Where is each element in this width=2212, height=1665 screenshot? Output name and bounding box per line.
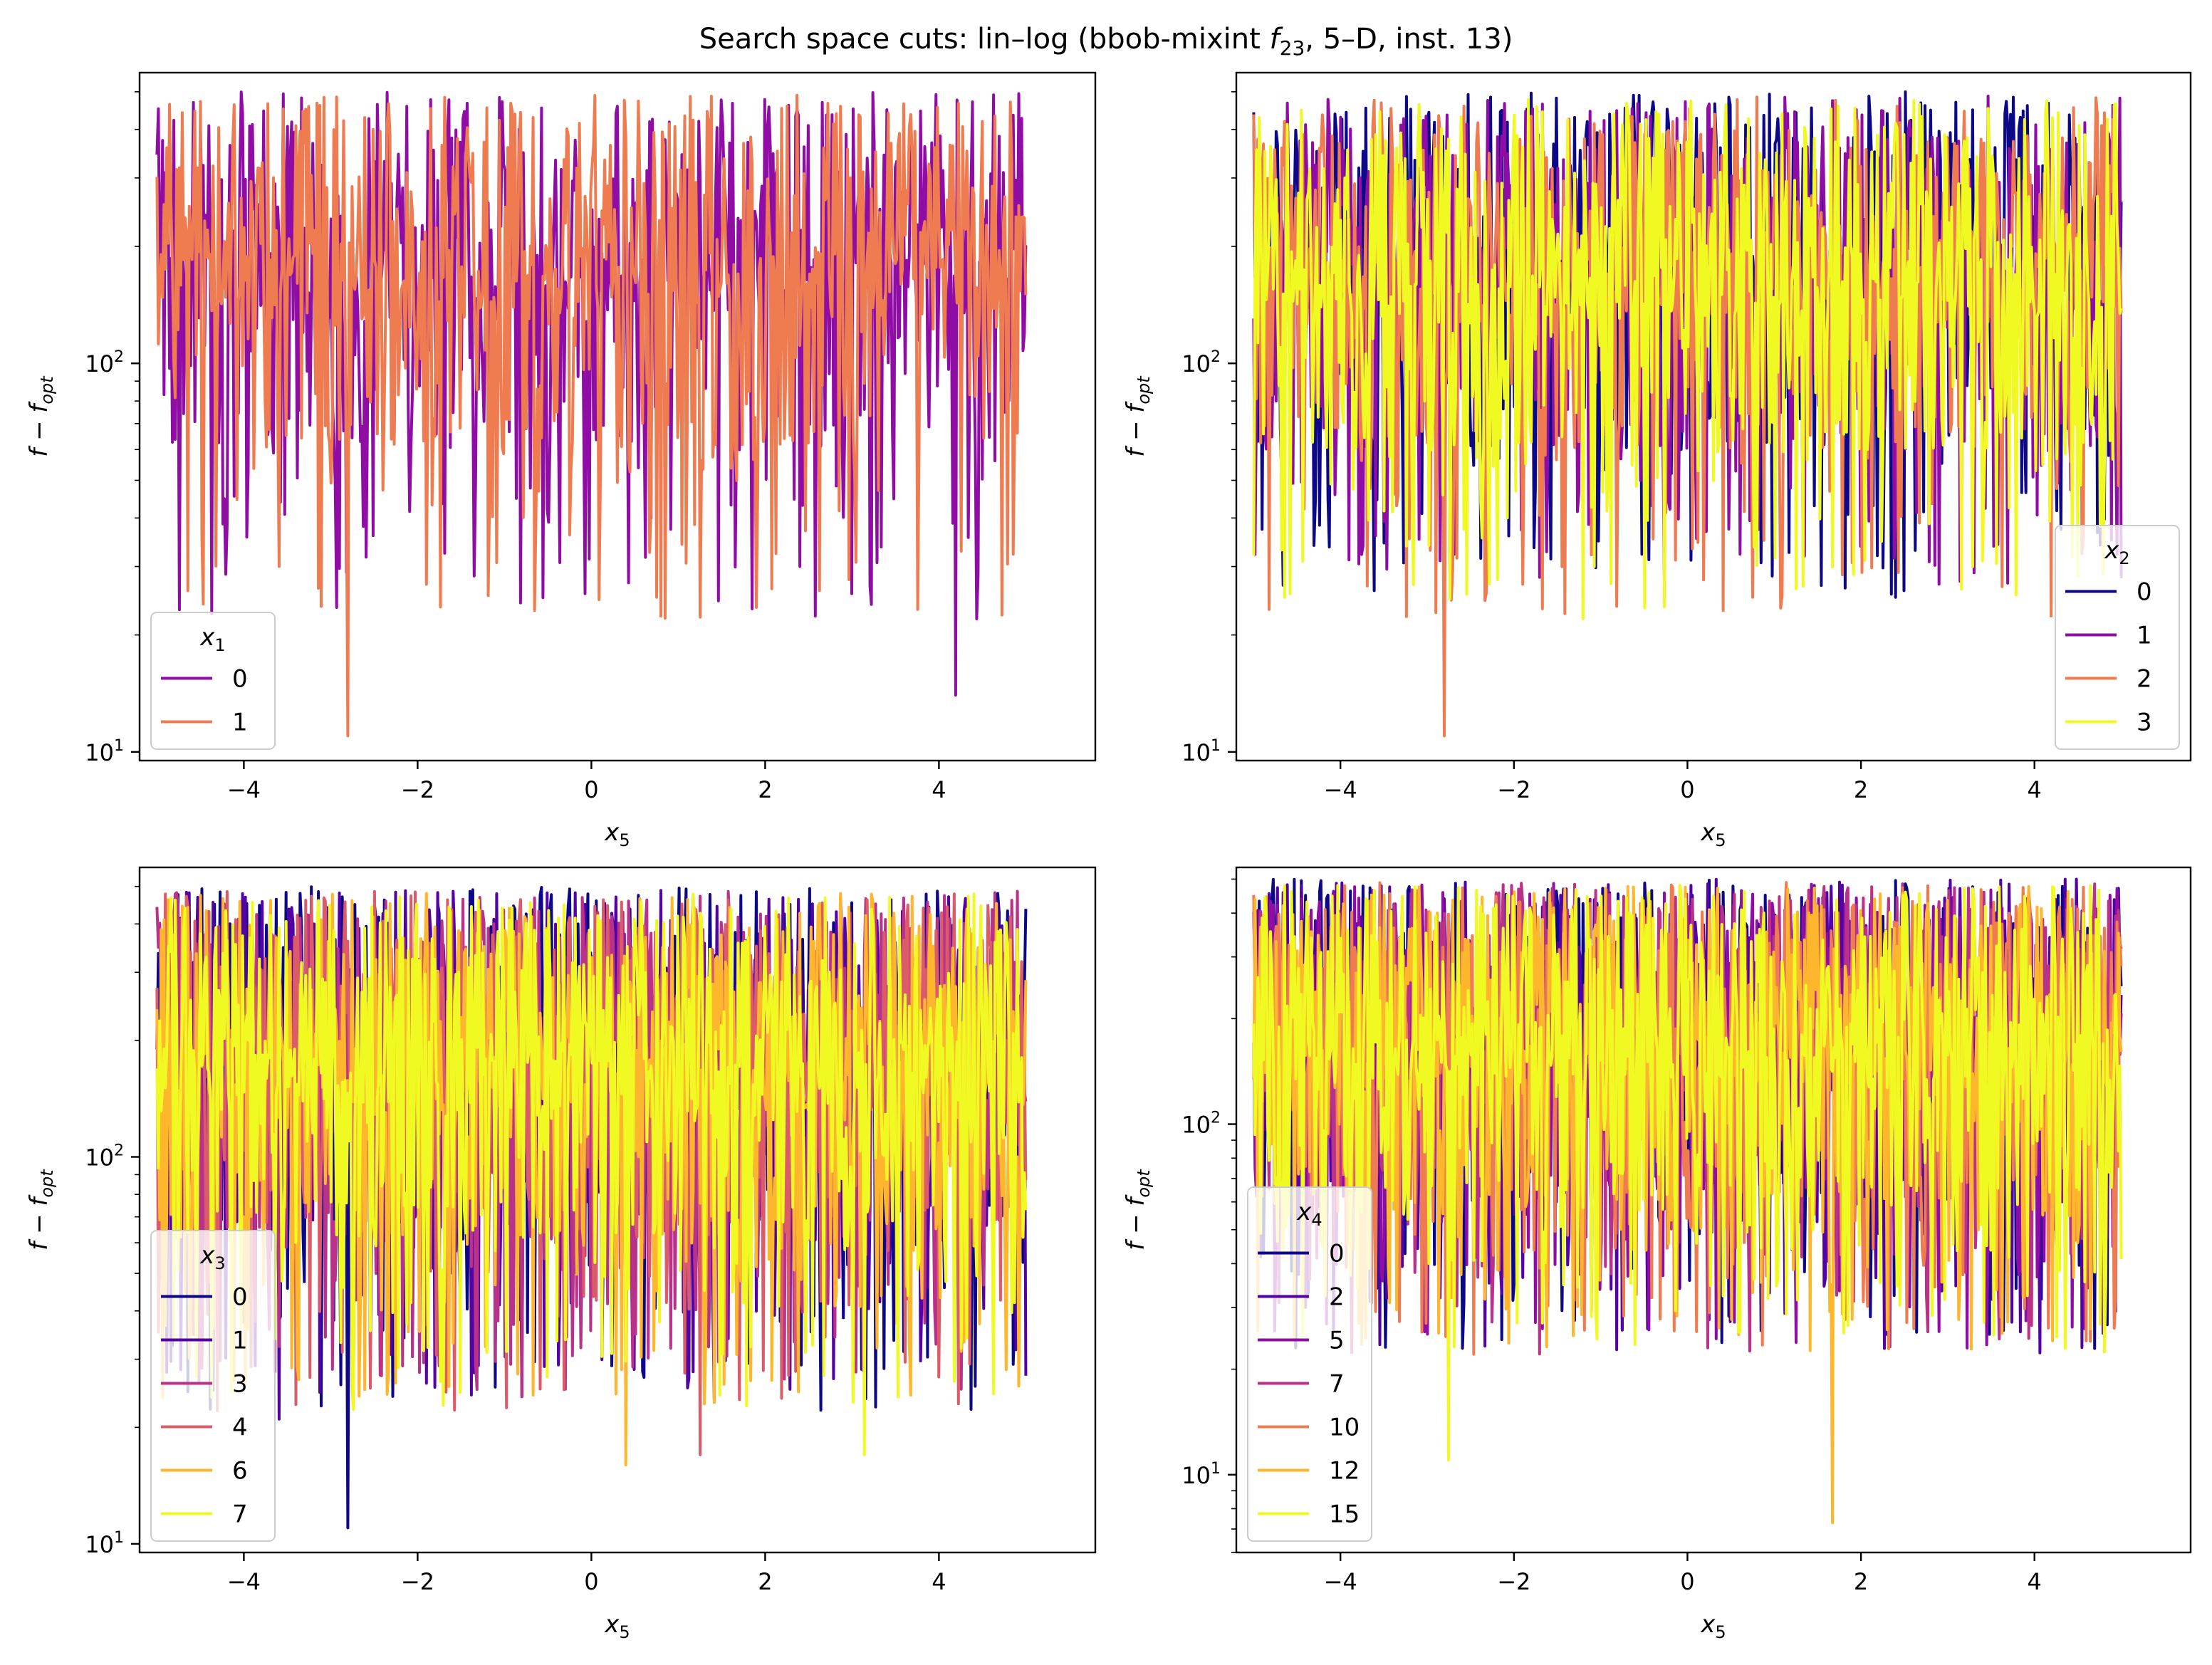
x-tick-label: −2 bbox=[1497, 1568, 1530, 1595]
legend-entry: 1 bbox=[2137, 622, 2152, 650]
legend-entry: 10 bbox=[1329, 1414, 1360, 1442]
x-axis-label: x5 bbox=[604, 818, 630, 850]
y-tick-label: 101 bbox=[85, 737, 124, 766]
y-axis-label: f − fopt bbox=[1122, 1169, 1154, 1251]
x-tick-label: −4 bbox=[1324, 1568, 1357, 1595]
legend-entry: 3 bbox=[2137, 709, 2152, 737]
legend-entry: 0 bbox=[232, 665, 248, 694]
y-tick-label: 101 bbox=[85, 1529, 124, 1558]
y-tick-label: 102 bbox=[85, 348, 124, 377]
x-tick-label: −4 bbox=[1324, 776, 1357, 803]
x-tick-label: 4 bbox=[2028, 1568, 2042, 1595]
x-tick-label: 2 bbox=[758, 1568, 772, 1595]
legend-entry: 5 bbox=[1329, 1327, 1345, 1355]
legend-box bbox=[1248, 1187, 1372, 1541]
y-axis-label: f − fopt bbox=[1122, 375, 1154, 457]
legend-entry: 0 bbox=[2137, 578, 2152, 607]
x-tick-label: −2 bbox=[1497, 776, 1530, 803]
legend-entry: 7 bbox=[232, 1500, 248, 1529]
x-tick-label: 4 bbox=[932, 776, 946, 803]
x-tick-label: −4 bbox=[227, 1568, 261, 1595]
legend-entry: 15 bbox=[1329, 1500, 1360, 1529]
legend-entry: 1 bbox=[232, 709, 248, 737]
legend-entry: 4 bbox=[232, 1414, 248, 1442]
x-tick-label: 0 bbox=[1680, 1568, 1694, 1595]
x-tick-label: 4 bbox=[2028, 776, 2042, 803]
series-group bbox=[157, 887, 1026, 1528]
x-tick-label: 4 bbox=[932, 1568, 946, 1595]
x-tick-label: 2 bbox=[1854, 776, 1868, 803]
y-tick-label: 101 bbox=[1181, 1460, 1221, 1489]
x-tick-label: 0 bbox=[584, 1568, 598, 1595]
legend-entry: 2 bbox=[2137, 665, 2152, 694]
legend-box bbox=[151, 1231, 275, 1541]
y-tick-label: 102 bbox=[85, 1142, 124, 1171]
legend-entry: 0 bbox=[232, 1283, 248, 1312]
x-tick-label: −4 bbox=[227, 776, 261, 803]
x-axis-label: x5 bbox=[1700, 1610, 1726, 1642]
x-tick-label: −2 bbox=[401, 776, 434, 803]
series-group bbox=[157, 92, 1026, 736]
series-group bbox=[1253, 92, 2121, 736]
legend-entry: 3 bbox=[232, 1370, 248, 1399]
x-axis-label: x5 bbox=[1700, 818, 1726, 850]
legend-entry: 6 bbox=[232, 1457, 248, 1486]
series-group bbox=[1253, 880, 2121, 1523]
y-axis-label: f − fopt bbox=[25, 375, 57, 457]
legend-entry: 0 bbox=[1329, 1240, 1345, 1268]
legend-entry: 1 bbox=[232, 1327, 248, 1355]
x-tick-label: 2 bbox=[758, 776, 772, 803]
y-tick-label: 102 bbox=[1181, 1110, 1221, 1139]
legend-entry: 7 bbox=[1329, 1370, 1345, 1399]
legend-entry: 12 bbox=[1329, 1457, 1360, 1486]
y-tick-label: 102 bbox=[1181, 348, 1221, 377]
x-tick-label: 2 bbox=[1854, 1568, 1868, 1595]
figure-title: Search space cuts: lin–log (bbob-mixint … bbox=[699, 23, 1513, 60]
x-axis-label: x5 bbox=[604, 1610, 630, 1642]
x-tick-label: 0 bbox=[1680, 776, 1694, 803]
y-axis-label: f − fopt bbox=[25, 1169, 57, 1251]
legend-entry: 2 bbox=[1329, 1283, 1345, 1312]
y-tick-label: 101 bbox=[1181, 737, 1221, 766]
x-tick-label: −2 bbox=[401, 1568, 434, 1595]
x-tick-label: 0 bbox=[584, 776, 598, 803]
